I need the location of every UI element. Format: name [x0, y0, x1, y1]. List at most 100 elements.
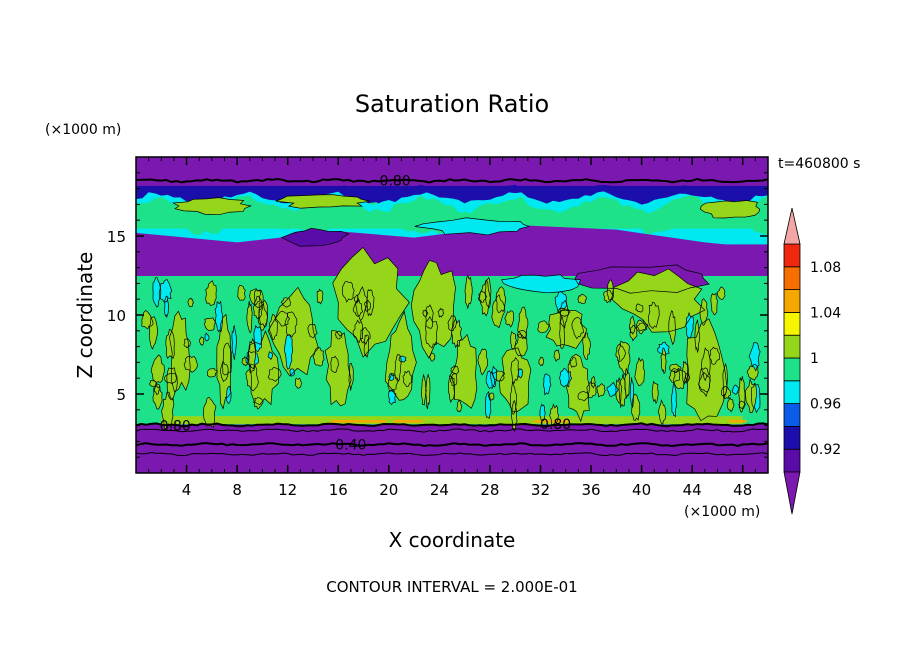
contour-line: [746, 363, 759, 381]
contour-line: [456, 400, 463, 413]
contour-label: 0.40: [335, 438, 366, 454]
contour-line: [183, 338, 191, 349]
colorbar-swatch: [783, 425, 801, 450]
contour-line: [284, 311, 298, 338]
contour-line: [717, 286, 726, 301]
contour-line: [164, 373, 178, 385]
contour-line: [554, 291, 568, 314]
contour-line: [398, 355, 407, 363]
contour-line: [686, 318, 728, 422]
field-blob: [618, 341, 630, 376]
colorbar-swatch: [783, 311, 801, 336]
contour-line: [722, 362, 728, 397]
contour-line: [324, 329, 352, 407]
field-blob: [358, 420, 377, 423]
colorbar-swatch: [783, 243, 801, 268]
contour-line: [135, 422, 769, 428]
x-tick-label: 40: [632, 481, 651, 499]
field-blob: [204, 333, 210, 342]
field-blob: [231, 325, 237, 360]
field-blob: [596, 383, 606, 397]
chart-title: Saturation Ratio: [355, 90, 549, 118]
contour-line: [510, 356, 519, 384]
field-blob: [404, 420, 423, 423]
field-blob: [504, 310, 514, 327]
contour-line: [485, 276, 492, 309]
colorbar-swatch: [783, 380, 801, 404]
field-blob: [738, 376, 745, 413]
x-tick-label: 8: [232, 481, 242, 499]
contour-line: [485, 370, 496, 389]
field-blob: [295, 378, 302, 389]
colorbar: 0.92 0.96 1 1.04 1.08: [783, 207, 841, 515]
y-tick-label: 15: [107, 228, 126, 246]
contour-line: [335, 330, 343, 340]
field-blob: [268, 367, 282, 382]
field-blob: [402, 370, 412, 387]
contour-line: [332, 246, 410, 358]
field-blob: [393, 420, 412, 423]
contour-line: [636, 322, 649, 331]
field-blob: [342, 281, 355, 303]
contour-line: [183, 355, 198, 373]
contour-line: [586, 381, 597, 398]
field-blob: [149, 380, 157, 387]
field-blob: [249, 288, 261, 305]
contour-line: [618, 373, 627, 409]
plot-area: [136, 157, 768, 473]
contour-line: [437, 307, 445, 318]
field-blob: [700, 200, 760, 218]
contour-line: [477, 348, 489, 376]
field-blob: [514, 333, 528, 357]
colorbar-swatch: [783, 448, 801, 473]
colorbar-label: 0.96: [810, 397, 841, 413]
contour-line: [384, 310, 417, 401]
contour-line: [341, 280, 355, 303]
contour-line: [660, 347, 667, 375]
field-blob: [652, 381, 659, 404]
contour-line: [577, 391, 590, 402]
contour-line: [577, 293, 587, 305]
contour-line: [671, 383, 678, 418]
field-blob: [237, 285, 246, 301]
contour-line: [516, 330, 527, 339]
x-tick-label: 24: [430, 481, 449, 499]
contour-line: [169, 310, 191, 393]
field-blob: [204, 317, 216, 331]
contour-line: [726, 396, 735, 413]
contour-line: [425, 316, 438, 349]
contour-line: [738, 400, 746, 409]
contour-line: [538, 356, 545, 367]
x-tick-label: 20: [379, 481, 398, 499]
contour-line: [280, 227, 350, 247]
contour-line: [330, 355, 340, 373]
field-blob: [342, 420, 361, 423]
contour-line: [366, 288, 375, 317]
field-blob: [317, 289, 323, 304]
contour-line: [402, 370, 413, 388]
x-tick-label: 16: [329, 481, 348, 499]
y-axis: 5 10 15: [107, 172, 768, 458]
contour-line: [267, 367, 282, 382]
contour-line: [161, 391, 175, 431]
field-blob: [450, 334, 477, 409]
contour-line: [509, 381, 517, 415]
field-band: [161, 416, 743, 425]
field-blob: [450, 365, 459, 374]
contour-line: [545, 309, 588, 349]
colorbar-swatch: [783, 334, 801, 359]
colorbar-under-arrow: [783, 471, 801, 515]
contour-line: [634, 356, 646, 387]
contour-line: [694, 319, 700, 354]
field-blob: [727, 397, 735, 412]
field-blob: [258, 300, 268, 328]
contour-line: [135, 177, 769, 184]
contour-line: [280, 297, 291, 308]
contour-line: [422, 309, 429, 318]
contour-line: [247, 337, 256, 373]
contour-line: [150, 354, 165, 383]
contour-line: [668, 310, 676, 346]
x-tick-label: 4: [182, 481, 192, 499]
contour-line: [566, 353, 591, 423]
